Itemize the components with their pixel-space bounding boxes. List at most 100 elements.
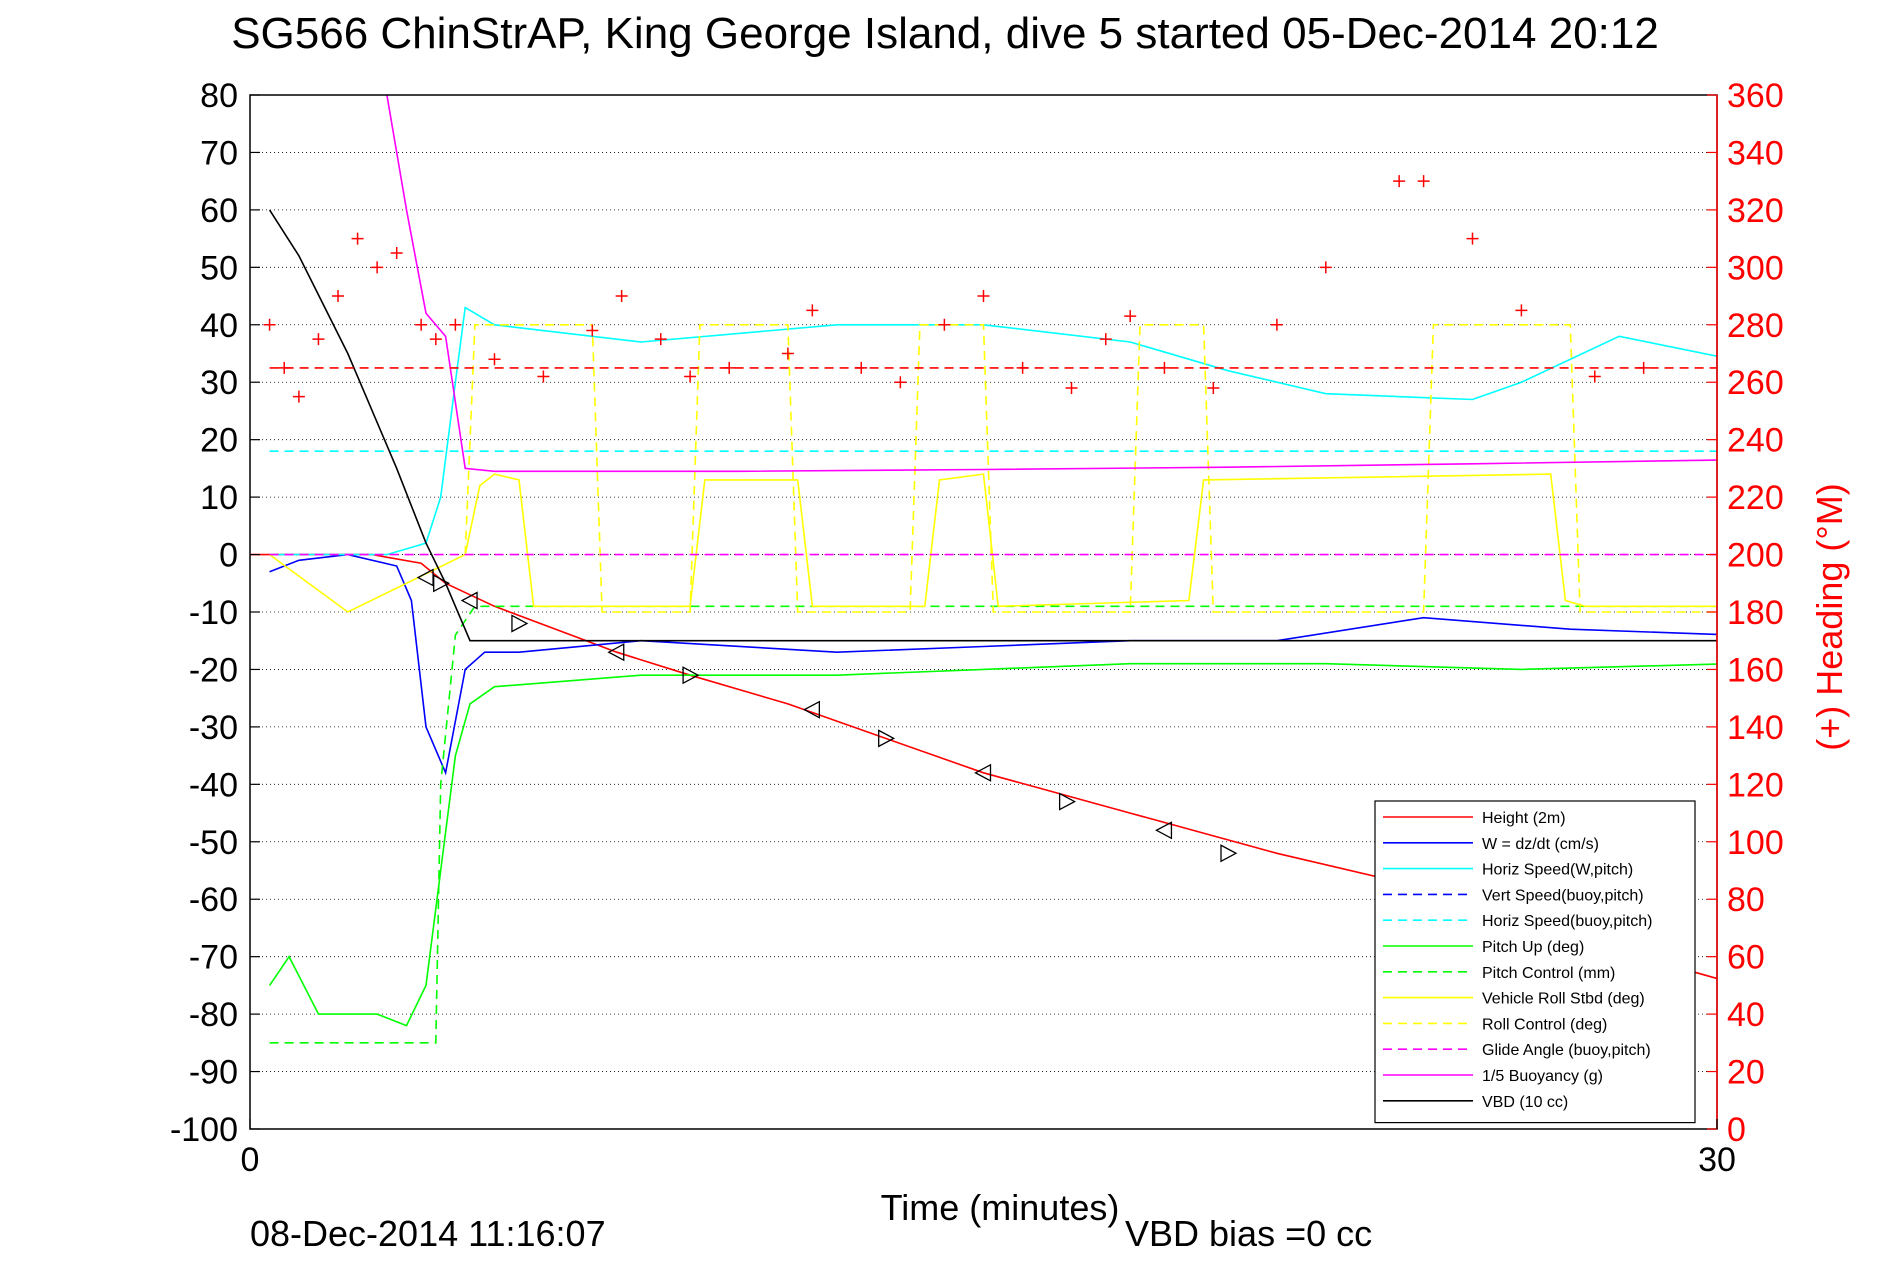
heading-point bbox=[312, 333, 325, 346]
triangle-marker bbox=[433, 574, 451, 593]
footer-date: 08-Dec-2014 11:16:07 bbox=[250, 1213, 606, 1254]
triangle-marker bbox=[974, 763, 992, 782]
legend-entry: Roll Control (deg) bbox=[1482, 1016, 1607, 1033]
triangle-marker bbox=[802, 700, 820, 719]
left-tick-label: -10 bbox=[189, 594, 238, 632]
right-tick-label: 300 bbox=[1727, 249, 1784, 287]
x-tick-label: 30 bbox=[1698, 1141, 1736, 1179]
heading-point bbox=[1065, 381, 1078, 394]
right-tick-label: 340 bbox=[1727, 134, 1784, 172]
legend-entry: Height (2m) bbox=[1482, 810, 1566, 827]
right-tick-label: 280 bbox=[1727, 307, 1784, 345]
legend-entry: Horiz Speed(buoy,pitch) bbox=[1482, 913, 1652, 930]
right-tick-label: 120 bbox=[1727, 766, 1784, 804]
series-line-roll-control-deg bbox=[464, 323, 1717, 613]
heading-point bbox=[1515, 304, 1528, 317]
heading-point bbox=[806, 304, 819, 317]
triangle-marker bbox=[416, 568, 434, 587]
heading-point bbox=[977, 290, 990, 303]
legend-entry: Pitch Control (mm) bbox=[1482, 965, 1615, 982]
series-line-w-dz-dt-cm-s bbox=[269, 553, 1717, 776]
heading-point bbox=[1735, 175, 1747, 187]
series-group bbox=[250, 95, 1747, 1044]
series-line-pitch-up-deg bbox=[268, 662, 1717, 1027]
left-tick-label: -90 bbox=[189, 1054, 238, 1092]
heading-point bbox=[586, 324, 599, 337]
right-tick-label: 0 bbox=[1727, 1111, 1746, 1149]
heading-point bbox=[684, 370, 697, 383]
heading-point bbox=[390, 246, 403, 259]
heading-point bbox=[449, 318, 462, 331]
footer-vbd-bias: VBD bias =0 cc bbox=[1125, 1213, 1372, 1254]
right-tick-label: 260 bbox=[1727, 364, 1784, 402]
left-tick-label: -100 bbox=[170, 1111, 238, 1149]
legend-entry: 1/5 Buoyancy (g) bbox=[1482, 1068, 1603, 1085]
heading-point bbox=[292, 390, 305, 403]
heading-point bbox=[1207, 381, 1220, 394]
right-axis-ticks: 3603403203002802602402202001801601401201… bbox=[1707, 77, 1784, 1149]
heading-point bbox=[351, 232, 364, 245]
left-tick-label: -20 bbox=[189, 651, 238, 689]
right-tick-label: 60 bbox=[1727, 939, 1765, 977]
right-tick-label: 100 bbox=[1727, 824, 1784, 862]
triangle-marker bbox=[460, 591, 478, 610]
x-axis-ticks: 0 30 bbox=[241, 1119, 1736, 1179]
left-tick-label: 10 bbox=[200, 479, 238, 517]
left-tick-label: -40 bbox=[189, 766, 238, 804]
triangle-marker bbox=[682, 666, 700, 685]
heading-point bbox=[537, 370, 550, 383]
left-tick-label: 60 bbox=[200, 192, 238, 230]
right-tick-label: 360 bbox=[1727, 77, 1784, 115]
left-tick-label: -60 bbox=[189, 881, 238, 919]
heading-point bbox=[1319, 261, 1332, 274]
left-tick-label: -30 bbox=[189, 709, 238, 747]
heading-point bbox=[1124, 310, 1137, 323]
series-line-vehicle-roll-stbd-deg bbox=[269, 473, 1717, 613]
triangle-marker bbox=[607, 643, 625, 662]
heading-point bbox=[1466, 232, 1479, 245]
heading-point bbox=[415, 318, 428, 331]
series-layer bbox=[250, 95, 1747, 1044]
left-tick-label: 20 bbox=[200, 422, 238, 460]
legend-entry: Pitch Up (deg) bbox=[1482, 939, 1584, 956]
legend-entry: Vehicle Roll Stbd (deg) bbox=[1482, 991, 1645, 1008]
legend-box bbox=[1374, 800, 1696, 1124]
right-tick-label: 180 bbox=[1727, 594, 1784, 632]
legend-entry: VBD (10 cc) bbox=[1482, 1094, 1568, 1111]
series-line-vbd-10-cc bbox=[268, 209, 1717, 642]
heading-point bbox=[371, 261, 384, 274]
left-tick-label: 40 bbox=[200, 307, 238, 345]
left-axis-ticks: 80 70 60 50 40 30 20 10 0 -10 -20 -30 -40 -50 -60 -70 -8… bbox=[170, 77, 260, 1149]
triangle-marker bbox=[1220, 844, 1238, 863]
legend-entry: Horiz Speed(W,pitch) bbox=[1482, 862, 1633, 879]
heading-point bbox=[429, 333, 442, 346]
series-line-1-5-buoyancy-g bbox=[386, 95, 1717, 473]
triangle-marker bbox=[878, 729, 896, 748]
heading-point bbox=[894, 376, 907, 389]
series-line-horiz-speed-w-pitch bbox=[269, 306, 1717, 556]
triangle-marker bbox=[511, 614, 529, 633]
right-tick-label: 20 bbox=[1727, 1054, 1765, 1092]
x-tick-label: 0 bbox=[241, 1141, 260, 1179]
right-tick-label: 240 bbox=[1727, 422, 1784, 460]
right-tick-label: 220 bbox=[1727, 479, 1784, 517]
heading-point bbox=[263, 318, 276, 331]
legend: Height (2m) W = dz/dt (cm/s) Horiz Speed(W… bbox=[1374, 800, 1696, 1124]
triangle-marker bbox=[1058, 792, 1077, 811]
legend-entry: W = dz/dt (cm/s) bbox=[1482, 836, 1599, 853]
left-tick-label: -70 bbox=[189, 939, 238, 977]
heading-point bbox=[332, 290, 345, 303]
triangle-marker bbox=[1155, 821, 1173, 840]
left-tick-label: 70 bbox=[200, 134, 238, 172]
left-tick-label: -80 bbox=[189, 996, 238, 1034]
right-tick-label: 160 bbox=[1727, 651, 1784, 689]
x-axis-label: Time (minutes) bbox=[881, 1187, 1120, 1228]
left-tick-label: 80 bbox=[200, 77, 238, 115]
left-tick-label: 50 bbox=[200, 249, 238, 287]
left-tick-label: 0 bbox=[219, 537, 238, 575]
heading-point bbox=[1588, 370, 1601, 383]
heading-point bbox=[938, 318, 951, 331]
heading-point bbox=[1270, 318, 1283, 331]
chart-title: SG566 ChinStrAP, King George Island, div… bbox=[231, 9, 1659, 58]
